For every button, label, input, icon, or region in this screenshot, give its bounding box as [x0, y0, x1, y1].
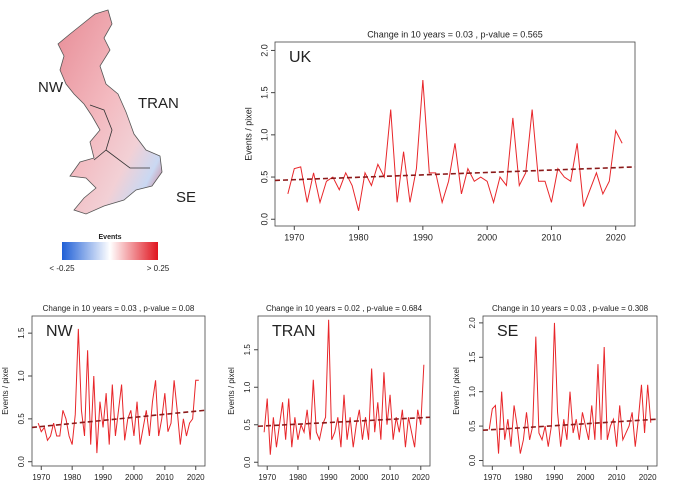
y-tick-label: 1.0: [259, 129, 269, 142]
trend-line: [274, 166, 636, 182]
x-tick-label: 1980: [349, 232, 369, 242]
x-tick-label: 1990: [320, 473, 338, 482]
uk-map: NW TRAN SE Events < -0.25 > 0.25: [38, 9, 196, 273]
y-tick-label: 0.0: [259, 213, 269, 226]
y-tick-label: 0.0: [468, 454, 477, 466]
data-line: [263, 319, 425, 455]
region-label: NW: [38, 79, 64, 96]
colorbar: [62, 242, 158, 260]
x-tick-label: 1990: [546, 473, 564, 482]
panel-label: TRAN: [272, 323, 316, 340]
colorbar-max: > 0.25: [147, 264, 170, 273]
trend-line: [482, 418, 658, 432]
region-label: SE: [176, 189, 196, 206]
data-line: [37, 328, 199, 454]
y-tick-label: 1.0: [468, 386, 477, 398]
y-tick-label: 0.5: [17, 413, 26, 425]
region-border: [89, 104, 113, 161]
x-tick-label: 2020: [187, 473, 205, 482]
x-tick-label: 1980: [514, 473, 532, 482]
plot-frame: [257, 315, 431, 467]
y-tick-label: 0.0: [243, 456, 252, 468]
chart-title: Change in 10 years = 0.03 , p-value = 0.…: [43, 304, 195, 313]
x-tick-label: 2000: [477, 232, 497, 242]
panel-label: SE: [497, 323, 518, 340]
trend-line: [257, 416, 431, 428]
y-tick-label: 1.0: [17, 370, 26, 382]
y-tick-label: 0.0: [17, 456, 26, 468]
x-tick-label: 1970: [32, 473, 50, 482]
panel-label: NW: [46, 323, 74, 340]
x-tick-label: 1980: [63, 473, 81, 482]
y-axis-label: Events / pixel: [227, 367, 236, 415]
colorbar-min: < -0.25: [49, 264, 75, 273]
plot-frame: [482, 315, 658, 467]
y-tick-label: 1.0: [243, 381, 252, 393]
y-tick-label: 1.5: [468, 351, 477, 363]
x-tick-label: 2010: [608, 473, 626, 482]
uk-outline: [57, 9, 163, 215]
y-tick-label: 1.5: [259, 86, 269, 99]
colorbar-title: Events: [99, 234, 122, 241]
y-tick-label: 1.5: [17, 327, 26, 339]
trend-line: [31, 409, 206, 429]
x-tick-label: 2000: [350, 473, 368, 482]
region-label: TRAN: [138, 95, 179, 112]
y-axis-label: Events / pixel: [1, 367, 10, 415]
x-tick-label: 2010: [156, 473, 174, 482]
y-axis-label: Events / pixel: [452, 367, 461, 415]
x-tick-label: 2000: [577, 473, 595, 482]
data-line: [287, 79, 623, 211]
x-tick-label: 1970: [284, 232, 304, 242]
x-tick-label: 2010: [381, 473, 399, 482]
y-tick-label: 0.5: [468, 420, 477, 432]
plot-frame: [31, 315, 206, 467]
panel-label: UK: [289, 49, 312, 66]
y-axis-label: Events / pixel: [243, 107, 253, 161]
y-tick-label: 2.0: [468, 317, 477, 329]
plot-frame: [274, 41, 636, 227]
chart-title: Change in 10 years = 0.03 , p-value = 0.…: [367, 29, 543, 39]
x-tick-label: 1970: [258, 473, 276, 482]
x-tick-label: 1990: [413, 232, 433, 242]
x-tick-label: 1980: [289, 473, 307, 482]
region-border: [105, 149, 150, 169]
x-tick-label: 2020: [606, 232, 626, 242]
x-tick-label: 2020: [639, 473, 657, 482]
data-line: [488, 322, 652, 454]
y-tick-label: 0.5: [243, 419, 252, 431]
chart-title: Change in 10 years = 0.02 , p-value = 0.…: [266, 304, 423, 313]
chart-title: Change in 10 years = 0.03 , p-value = 0.…: [492, 304, 649, 313]
x-tick-label: 1990: [94, 473, 112, 482]
x-tick-label: 2020: [412, 473, 430, 482]
y-tick-label: 0.5: [259, 171, 269, 184]
y-tick-label: 1.5: [243, 344, 252, 356]
x-tick-label: 1970: [483, 473, 501, 482]
x-tick-label: 2010: [541, 232, 561, 242]
x-tick-label: 2000: [125, 473, 143, 482]
y-tick-label: 2.0: [259, 44, 269, 57]
